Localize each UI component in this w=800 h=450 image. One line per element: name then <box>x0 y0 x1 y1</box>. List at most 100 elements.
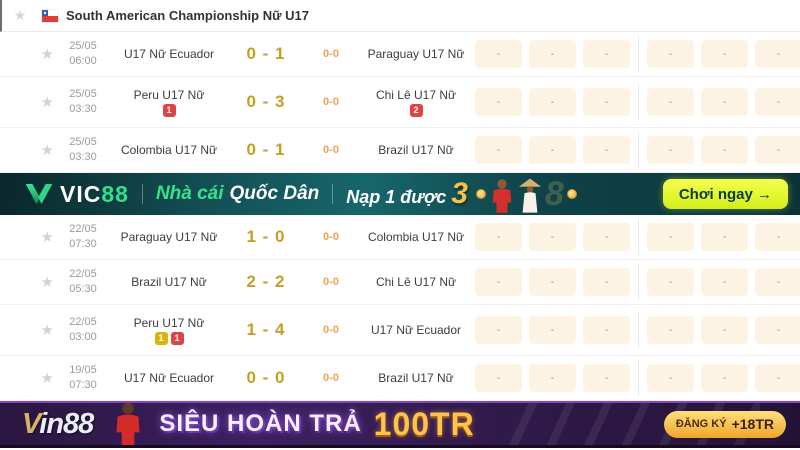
odds-cell[interactable]: - <box>475 40 522 68</box>
red-card-badge: 1 <box>171 332 184 345</box>
odds-cell[interactable]: - <box>475 136 522 164</box>
vic88-v-icon <box>24 182 54 206</box>
favorite-star-icon[interactable]: ★ <box>41 45 54 63</box>
match-row[interactable]: ★ 25/05 06:00 U17 Nữ Ecuador 0 - 1 0-0 P… <box>0 32 800 77</box>
league-header[interactable]: ★ South American Championship Nữ U17 <box>0 0 800 32</box>
home-team[interactable]: Colombia U17 Nữ <box>106 143 232 157</box>
odds-cell[interactable]: - <box>647 88 694 116</box>
livescore-page: ★ South American Championship Nữ U17 ★ 2… <box>0 0 800 448</box>
odds-cell[interactable]: - <box>647 268 694 296</box>
full-score: 0 - 3 <box>232 92 300 112</box>
odds-cell[interactable]: - <box>755 136 800 164</box>
match-date: 22/05 <box>60 315 106 330</box>
away-team[interactable]: Paraguay U17 Nữ <box>362 47 470 61</box>
vic88-brand-prefix: VIC <box>60 181 101 207</box>
match-time: 07:30 <box>60 237 106 252</box>
home-team[interactable]: U17 Nữ Ecuador <box>106 47 232 61</box>
odds-cell[interactable]: - <box>647 40 694 68</box>
vin88-cta-button[interactable]: ĐĂNG KÝ +18TR <box>664 411 786 438</box>
odds-cell[interactable]: - <box>583 364 630 392</box>
match-row[interactable]: ★ 22/05 03:00 Peru U17 Nữ 11 1 - 4 0-0 U… <box>0 305 800 356</box>
halftime-score: 0-0 <box>300 324 362 336</box>
odds-cell[interactable]: - <box>701 316 748 344</box>
odds-cell[interactable]: - <box>647 316 694 344</box>
favorite-star-icon[interactable]: ★ <box>41 321 54 339</box>
favorite-star-icon[interactable]: ★ <box>41 273 54 291</box>
odds-cell[interactable]: - <box>529 40 576 68</box>
odds-cell[interactable]: - <box>701 268 748 296</box>
odds-cell[interactable]: - <box>529 364 576 392</box>
vic88-cta-button[interactable]: Chơi ngay → <box>663 179 788 209</box>
home-team[interactable]: Brazil U17 Nữ <box>106 275 232 289</box>
away-team[interactable]: Brazil U17 Nữ <box>362 143 470 157</box>
match-row[interactable]: ★ 22/05 05:30 Brazil U17 Nữ 2 - 2 0-0 Ch… <box>0 260 800 305</box>
odds-cell[interactable]: - <box>583 316 630 344</box>
odds-cell[interactable]: - <box>475 223 522 251</box>
odds-cell[interactable]: - <box>583 88 630 116</box>
odds-cell[interactable]: - <box>701 136 748 164</box>
match-date: 25/05 <box>60 39 106 54</box>
home-team[interactable]: U17 Nữ Ecuador <box>106 371 232 385</box>
yellow-card-badge: 1 <box>155 332 168 345</box>
odds-cell[interactable]: - <box>529 316 576 344</box>
away-team[interactable]: Chi Lê U17 Nữ 2 <box>362 88 470 117</box>
match-row[interactable]: ★ 25/05 03:30 Colombia U17 Nữ 0 - 1 0-0 … <box>0 128 800 173</box>
odds-divider <box>638 132 639 168</box>
vic88-banner-ad[interactable]: VIC88 Nhà cái Quốc Dân Nạp 1 được 3 8 <box>0 173 800 215</box>
favorite-star-icon[interactable]: ★ <box>41 93 54 111</box>
odds-cell[interactable]: - <box>755 40 800 68</box>
odds-cell[interactable]: - <box>475 88 522 116</box>
favorite-star-icon[interactable]: ★ <box>11 7 29 24</box>
home-team-name: Peru U17 Nữ <box>134 316 205 330</box>
odds-cell[interactable]: - <box>701 40 748 68</box>
banner-divider <box>142 184 143 204</box>
home-team-name: Colombia U17 Nữ <box>121 143 217 157</box>
match-date: 22/05 <box>60 222 106 237</box>
odds-cell[interactable]: - <box>583 223 630 251</box>
vin88-banner-ad[interactable]: Vin88 SIÊU HOÀN TRẢ 100TR ĐĂNG KÝ +18TR <box>0 401 800 448</box>
odds-cell[interactable]: - <box>475 268 522 296</box>
match-row[interactable]: ★ 22/05 07:30 Paraguay U17 Nữ 1 - 0 0-0 … <box>0 215 800 260</box>
vin88-cta-bonus: +18TR <box>732 416 774 432</box>
away-team[interactable]: U17 Nữ Ecuador <box>362 323 470 337</box>
odds-group: ------ <box>470 132 800 168</box>
away-team[interactable]: Chi Lê U17 Nữ <box>362 275 470 289</box>
odds-cell[interactable]: - <box>529 136 576 164</box>
favorite-star-icon[interactable]: ★ <box>41 369 54 387</box>
odds-cell[interactable]: - <box>701 364 748 392</box>
match-time: 03:00 <box>60 330 106 345</box>
match-row[interactable]: ★ 25/05 03:30 Peru U17 Nữ 1 0 - 3 0-0 Ch… <box>0 77 800 128</box>
odds-cell[interactable]: - <box>583 136 630 164</box>
banner-divider <box>332 184 333 204</box>
odds-cell[interactable]: - <box>701 223 748 251</box>
away-team-name: Colombia U17 Nữ <box>368 230 464 244</box>
full-score: 0 - 1 <box>232 44 300 64</box>
odds-cell[interactable]: - <box>529 88 576 116</box>
odds-cell[interactable]: - <box>755 223 800 251</box>
odds-cell[interactable]: - <box>529 268 576 296</box>
away-team[interactable]: Colombia U17 Nữ <box>362 230 470 244</box>
odds-cell[interactable]: - <box>701 88 748 116</box>
odds-cell[interactable]: - <box>475 316 522 344</box>
odds-cell[interactable]: - <box>475 364 522 392</box>
odds-cell[interactable]: - <box>755 88 800 116</box>
odds-cell[interactable]: - <box>583 40 630 68</box>
odds-cell[interactable]: - <box>529 223 576 251</box>
odds-cell[interactable]: - <box>583 268 630 296</box>
home-team[interactable]: Peru U17 Nữ 1 <box>106 88 232 117</box>
odds-cell[interactable]: - <box>755 316 800 344</box>
match-row[interactable]: ★ 19/05 07:30 U17 Nữ Ecuador 0 - 0 0-0 B… <box>0 356 800 401</box>
odds-cell[interactable]: - <box>647 223 694 251</box>
odds-cell[interactable]: - <box>755 268 800 296</box>
odds-cell[interactable]: - <box>647 136 694 164</box>
odds-cell[interactable]: - <box>647 364 694 392</box>
odds-group: ------ <box>470 84 800 120</box>
away-team[interactable]: Brazil U17 Nữ <box>362 371 470 385</box>
vin88-headline: SIÊU HOÀN TRẢ <box>159 410 361 438</box>
home-team[interactable]: Peru U17 Nữ 11 <box>106 316 232 345</box>
odds-cell[interactable]: - <box>755 364 800 392</box>
favorite-star-icon[interactable]: ★ <box>41 141 54 159</box>
home-team[interactable]: Paraguay U17 Nữ <box>106 230 232 244</box>
favorite-star-icon[interactable]: ★ <box>41 228 54 246</box>
soccer-player-illustration <box>111 401 145 445</box>
